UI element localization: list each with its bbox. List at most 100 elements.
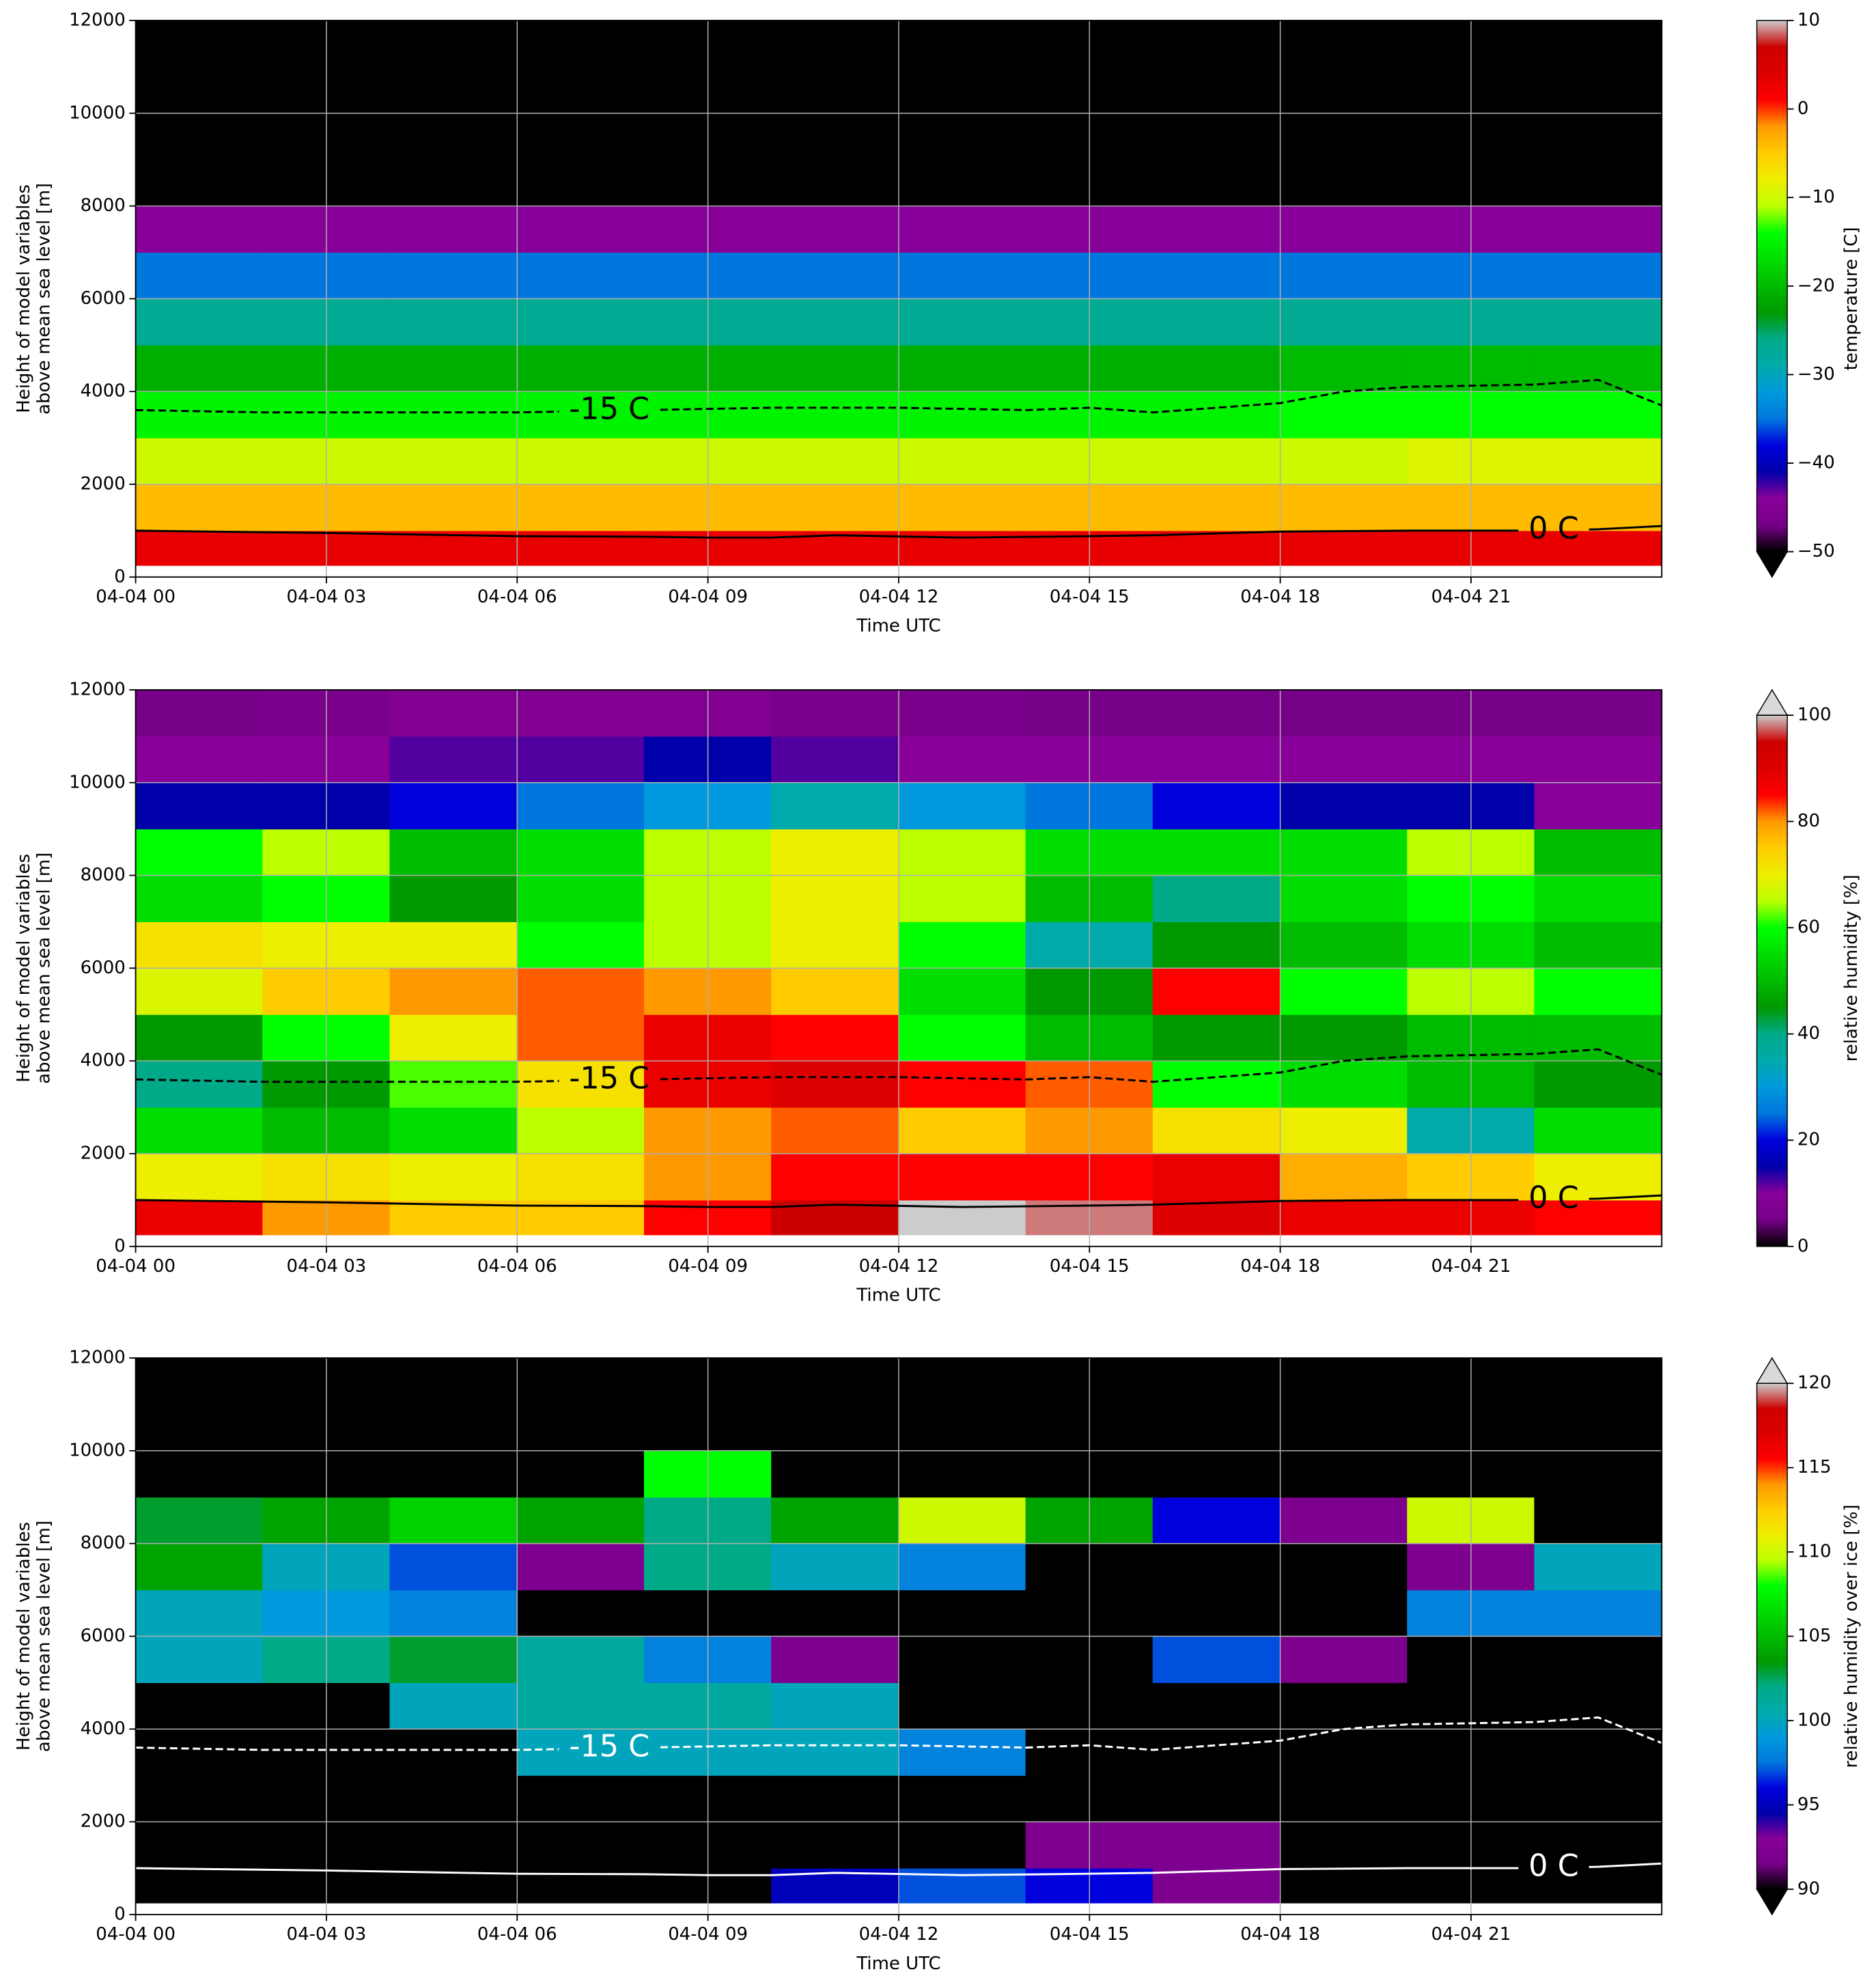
- heatmap-cell: [1280, 736, 1408, 783]
- x-tick-label: 04-04 18: [1240, 587, 1320, 607]
- heatmap-cell: [1534, 689, 1662, 737]
- heatmap-cell: [389, 967, 518, 1015]
- heatmap-cell: [771, 1497, 899, 1544]
- colorbar-tick-label: 80: [1797, 811, 1820, 831]
- heatmap-cell: [1152, 1821, 1281, 1869]
- heatmap-cell: [1152, 782, 1281, 830]
- heatmap-cell: [1152, 251, 1281, 299]
- heatmap-cell: [1280, 1775, 1408, 1822]
- y-axis-label: above mean sea level [m]: [33, 852, 54, 1084]
- heatmap-cell: [1280, 921, 1408, 969]
- heatmap-cell: [898, 736, 1026, 783]
- heatmap-cell: [516, 1589, 645, 1637]
- heatmap-cell: [771, 1775, 899, 1822]
- colorbar-label: relative humidity [%]: [1841, 874, 1862, 1061]
- heatmap-cell: [1152, 1635, 1281, 1683]
- heatmap-cell: [516, 251, 645, 299]
- heatmap-cell: [1280, 391, 1408, 439]
- contour-line: [135, 1862, 1662, 1876]
- heatmap-cell: [135, 437, 264, 485]
- heatmap-cell: [1280, 1728, 1408, 1776]
- heatmap-cell: [1152, 1728, 1281, 1776]
- heatmap-cell: [771, 1589, 899, 1637]
- heatmap-cell: [1280, 1543, 1408, 1591]
- heatmap-cell: [898, 1404, 1026, 1451]
- y-tick-label: 12000: [69, 1348, 126, 1368]
- x-tick-label: 04-04 03: [287, 1256, 367, 1277]
- heatmap-cell: [135, 1589, 264, 1637]
- heatmap-cell: [516, 1775, 645, 1822]
- heatmap-cell: [898, 437, 1026, 485]
- x-tick-label: 04-04 00: [96, 1256, 176, 1277]
- heatmap-cell: [389, 1543, 518, 1591]
- heatmap-cell: [1280, 1497, 1408, 1544]
- heatmap-cell: [898, 782, 1026, 830]
- y-tick-label: 4000: [81, 381, 126, 402]
- heatmap-cell: [771, 1821, 899, 1869]
- heatmap-cell: [1152, 437, 1281, 485]
- heatmap-cell: [1152, 1014, 1281, 1061]
- heatmap-cell: [771, 1060, 899, 1108]
- heatmap-cell: [389, 344, 518, 392]
- contour-line: [135, 378, 1662, 414]
- heatmap-cell: [1152, 1867, 1281, 1904]
- colorbar-tick-label: 90: [1797, 1878, 1820, 1899]
- heatmap-cell: [135, 782, 264, 830]
- heatmap-cell: [1534, 113, 1662, 161]
- heatmap-cell: [1534, 206, 1662, 253]
- colorbar-extend-max: [1756, 1357, 1789, 1384]
- contour-label: -15 C: [569, 391, 649, 426]
- heatmap-cell: [135, 1775, 264, 1822]
- y-tick-label: 6000: [81, 288, 126, 309]
- heatmap-cell: [389, 875, 518, 923]
- heatmap-cell: [1534, 1060, 1662, 1108]
- heatmap-cell: [771, 689, 899, 737]
- heatmap-cell: [1534, 298, 1662, 346]
- heatmap-cell: [1534, 1635, 1662, 1683]
- heatmap-cell: [135, 829, 264, 876]
- heatmap-cell: [389, 1821, 518, 1869]
- colorbar-tick-label: 60: [1797, 917, 1820, 938]
- heatmap-cell: [1280, 66, 1408, 114]
- contour-label: -15 C: [569, 1060, 649, 1096]
- x-axis-label: Time UTC: [856, 616, 940, 637]
- heatmap-cell: [516, 1450, 645, 1498]
- heatmap-cell: [516, 1497, 645, 1544]
- y-axis-label: Height of model variables: [14, 854, 34, 1083]
- colorbar-tick-label: −50: [1797, 541, 1835, 561]
- heatmap-cell: [135, 875, 264, 923]
- y-tick-label: 6000: [81, 958, 126, 978]
- heatmap-cell: [135, 1867, 264, 1904]
- heatmap-cell: [1152, 66, 1281, 114]
- heatmap-cell: [1280, 1014, 1408, 1061]
- x-tick-label: 04-04 12: [859, 1924, 939, 1945]
- heatmap-cell: [1280, 437, 1408, 485]
- x-tick-label: 04-04 06: [477, 1256, 557, 1277]
- heatmap-cell: [389, 206, 518, 253]
- heatmap-cell: [1152, 875, 1281, 923]
- heatmap-cell: [1152, 1543, 1281, 1591]
- heatmap-cell: [771, 159, 899, 207]
- x-tick-label: 04-04 09: [668, 1924, 748, 1945]
- heatmap-cell: [516, 1682, 645, 1729]
- heatmap-cell: [389, 1357, 518, 1405]
- y-tick-label: 8000: [81, 1533, 126, 1553]
- heatmap-cell: [389, 20, 518, 68]
- heatmap-cell: [898, 1635, 1026, 1683]
- colorbar-label: temperature [C]: [1841, 227, 1862, 370]
- heatmap-cell: [771, 967, 899, 1015]
- heatmap-cell: [771, 298, 899, 346]
- y-axis-label: above mean sea level [m]: [33, 1520, 54, 1752]
- colorbar-tick-label: 115: [1797, 1457, 1832, 1477]
- colorbar-tick-label: 20: [1797, 1130, 1820, 1150]
- heatmap-cell: [771, 1635, 899, 1683]
- heatmap-cell: [135, 484, 264, 531]
- colorbar-tick-label: 100: [1797, 705, 1832, 725]
- heatmap-cell: [771, 1682, 899, 1729]
- colorbar-label: relative humidity over ice [%]: [1841, 1505, 1862, 1768]
- heatmap-cell: [1534, 875, 1662, 923]
- contour-line: [135, 1194, 1662, 1208]
- heatmap-cell: [1280, 159, 1408, 207]
- colorbar-tick-label: 105: [1797, 1626, 1832, 1646]
- x-tick-label: 04-04 15: [1050, 1924, 1130, 1945]
